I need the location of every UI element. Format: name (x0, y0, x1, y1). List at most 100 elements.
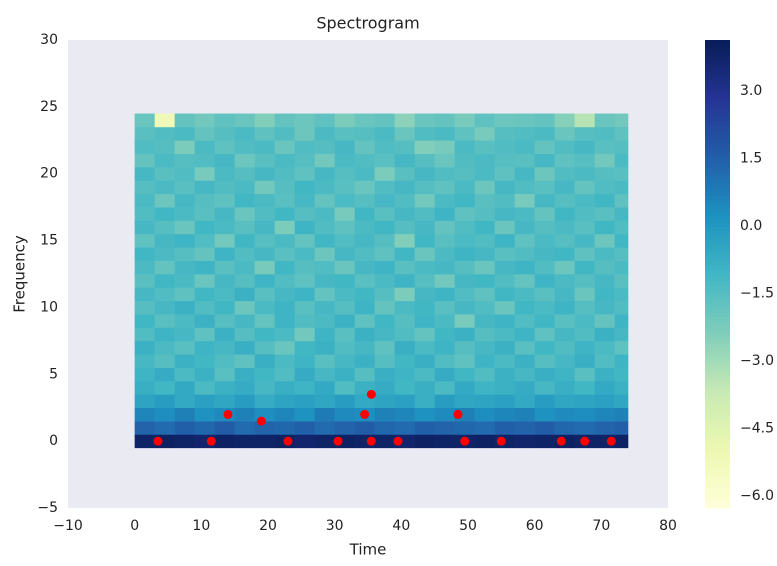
heatmap-cell (354, 354, 375, 368)
colorbar-band (705, 129, 730, 135)
heatmap-cell (494, 340, 515, 355)
heatmap-cell (134, 193, 155, 208)
heatmap-cell (334, 327, 355, 342)
heatmap-cell (514, 153, 535, 168)
heatmap-cell (394, 314, 415, 328)
x-tick-label: 60 (526, 518, 544, 534)
heatmap-cell (174, 340, 195, 355)
colorbar-band (705, 426, 730, 431)
colorbar-band (705, 414, 730, 419)
heatmap-cell (594, 207, 615, 221)
heatmap-cell (254, 380, 275, 395)
heatmap-cell (234, 287, 255, 302)
heatmap-cell (334, 314, 355, 328)
heatmap-cell (554, 180, 575, 195)
colorbar-band (705, 313, 730, 318)
heatmap-cell (494, 287, 515, 302)
heatmap-cell (334, 180, 355, 195)
heatmap-cell (334, 126, 355, 141)
heatmap-cell (454, 247, 475, 261)
heatmap-cell (454, 274, 475, 288)
colorbar-band (705, 398, 730, 404)
heatmap-cell (534, 113, 555, 128)
heatmap-cell (434, 113, 455, 128)
heatmap-cell (134, 327, 155, 342)
heatmap-cell (534, 407, 555, 422)
heatmap-cell (134, 367, 155, 382)
heatmap-cell (394, 167, 415, 181)
heatmap-cell (514, 233, 535, 248)
heatmap-cell (134, 167, 155, 181)
heatmap-cell (294, 180, 315, 195)
heatmap-cell (174, 247, 195, 261)
heatmap-cell (434, 354, 455, 368)
heatmap-cell (334, 380, 355, 395)
colorbar-band (705, 504, 730, 509)
heatmap-cell (554, 167, 575, 181)
heatmap-cell (574, 167, 595, 181)
scatter-point (283, 436, 293, 446)
colorbar-band (705, 51, 730, 57)
heatmap-cell (234, 407, 255, 422)
heatmap-cell (514, 380, 535, 395)
heatmap-cell (574, 354, 595, 368)
heatmap-cell (594, 394, 615, 409)
heatmap-cell (234, 180, 255, 195)
heatmap-cell (174, 207, 195, 221)
colorbar-band (705, 465, 730, 470)
heatmap-cell (414, 167, 435, 181)
heatmap-cell (214, 287, 235, 302)
heatmap-cell (474, 394, 495, 409)
y-tick-label: −5 (37, 500, 58, 516)
heatmap-cell (334, 153, 355, 168)
heatmap-cell (614, 220, 629, 235)
heatmap-cell (354, 327, 375, 342)
heatmap-cell (314, 314, 335, 328)
heatmap-cell (494, 407, 515, 422)
heatmap-cell (534, 421, 555, 435)
colorbar-band (705, 141, 730, 146)
heatmap-cell (174, 220, 195, 235)
heatmap-cell (434, 421, 455, 435)
heatmap-cell (494, 207, 515, 221)
colorbar-band (705, 270, 730, 275)
heatmap-cell (274, 314, 295, 328)
colorbar-band (705, 492, 730, 497)
colorbar-band (705, 63, 730, 68)
heatmap-cell (434, 314, 455, 328)
colorbar-band (705, 441, 730, 447)
colorbar-band (705, 410, 730, 415)
colorbar-band (705, 387, 730, 392)
colorbar-band (705, 406, 730, 411)
heatmap-cell (534, 126, 555, 141)
heatmap-cell (154, 380, 175, 395)
colorbar-band (705, 371, 730, 376)
heatmap-cell (414, 274, 435, 288)
colorbar-band (705, 121, 730, 127)
heatmap-cell (314, 126, 335, 141)
colorbar-band (705, 82, 730, 88)
colorbar-band (705, 137, 730, 142)
heatmap-cell (454, 193, 475, 208)
heatmap-cell (614, 274, 629, 288)
heatmap-cell (514, 274, 535, 288)
heatmap-cell (314, 207, 335, 221)
heatmap-cell (554, 300, 575, 315)
heatmap-cell (374, 220, 395, 235)
heatmap-cell (254, 220, 275, 235)
heatmap-cell (534, 380, 555, 395)
heatmap-cell (134, 233, 155, 248)
heatmap-cell (314, 233, 335, 248)
heatmap-cell (414, 207, 435, 221)
heatmap-cell (154, 287, 175, 302)
heatmap-cell (394, 207, 415, 221)
heatmap-cell (474, 180, 495, 195)
colorbar-band (705, 332, 730, 337)
heatmap-cell (614, 407, 629, 422)
heatmap-cell (194, 340, 215, 355)
colorbar-band (705, 281, 730, 287)
heatmap-cell (234, 260, 255, 275)
heatmap-cell (534, 207, 555, 221)
heatmap-cell (334, 167, 355, 181)
heatmap-cell (334, 421, 355, 435)
